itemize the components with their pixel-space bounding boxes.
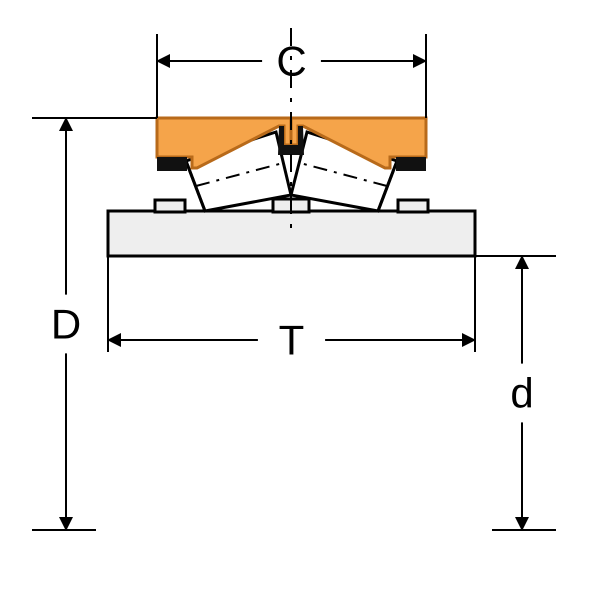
inner-ring-shoulder bbox=[398, 200, 428, 212]
inner-ring bbox=[108, 211, 475, 256]
dimension-label-t: T bbox=[279, 317, 305, 364]
cage-segment bbox=[157, 157, 187, 171]
bearing-cross-section-diagram: C T Dd bbox=[0, 0, 600, 600]
dimension-label-d: d bbox=[510, 370, 533, 417]
dimension-label-c: C bbox=[276, 38, 306, 85]
cage-segment bbox=[396, 157, 426, 171]
dimension-label-D: D bbox=[51, 301, 81, 348]
inner-ring-shoulder bbox=[155, 200, 185, 212]
